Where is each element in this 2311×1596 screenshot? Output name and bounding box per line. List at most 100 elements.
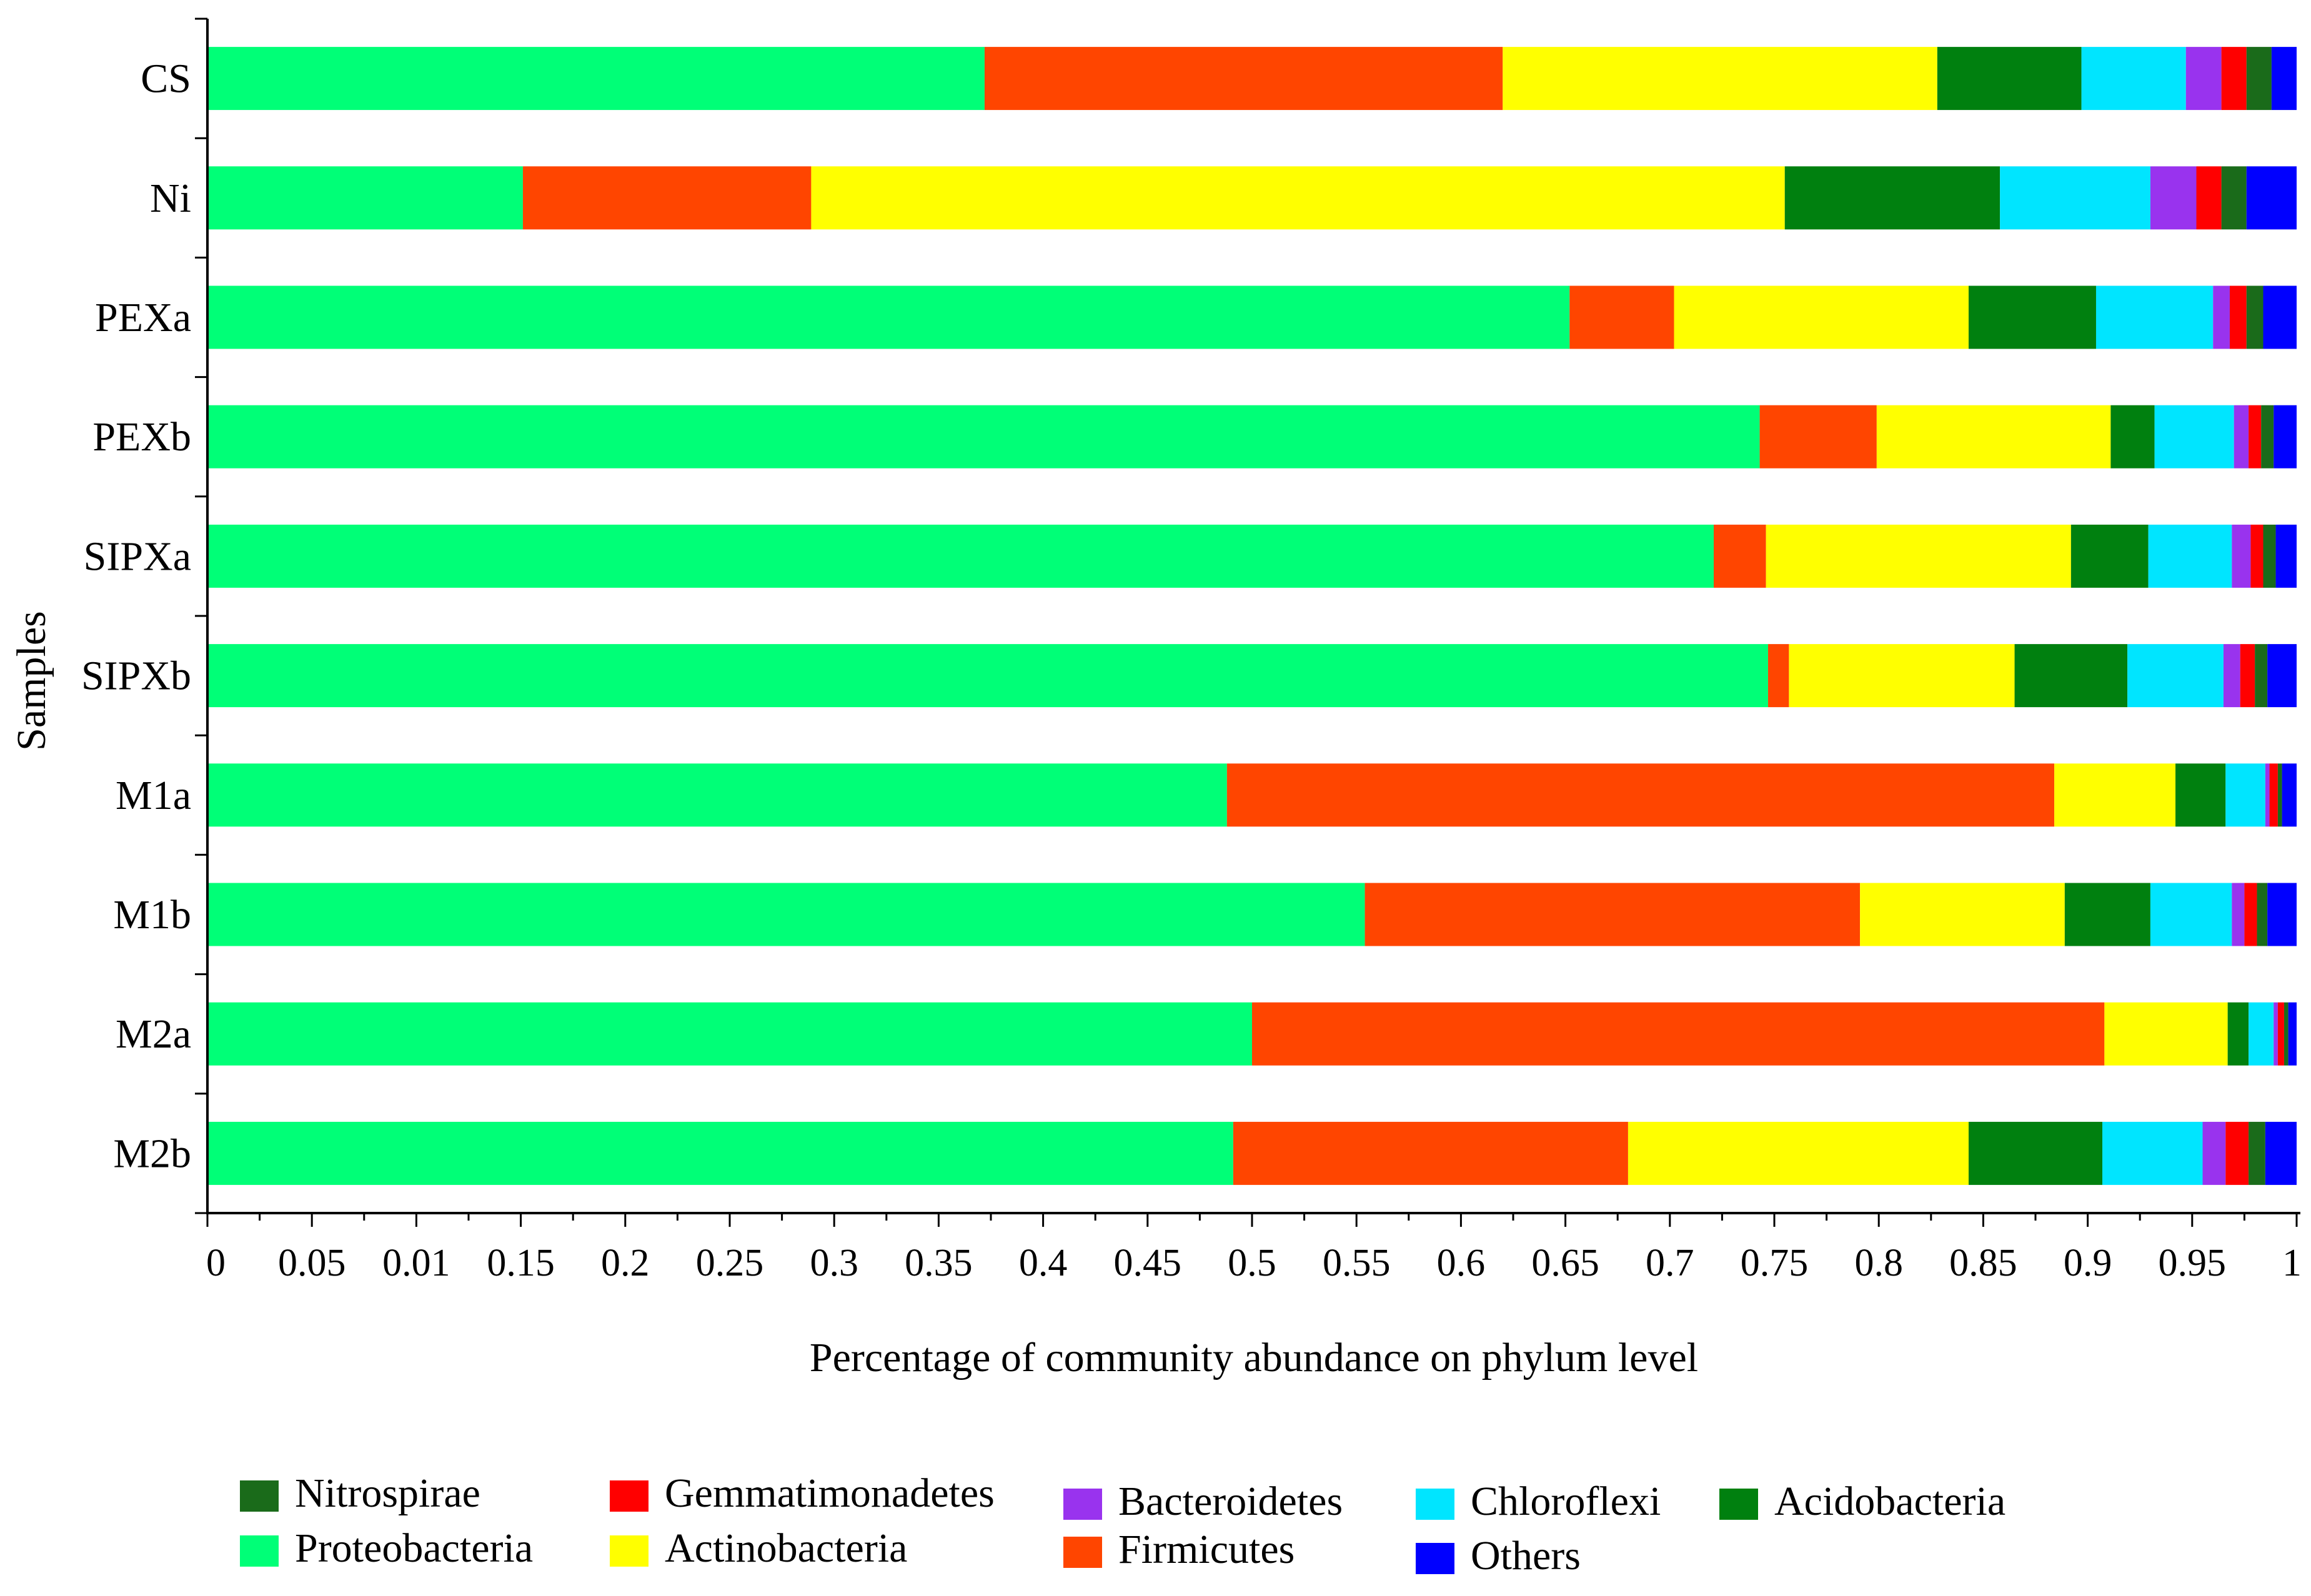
bar-pexb-bacteroidetes	[2234, 405, 2249, 468]
bar-ni-chloroflexi	[2000, 166, 2150, 230]
x-tick-label: 0.01	[382, 1242, 450, 1284]
bar-m1a-proteobacteria	[207, 763, 1227, 827]
legend-label: Actinobacteria	[665, 1525, 907, 1571]
bar-m2b-chloroflexi	[2102, 1121, 2203, 1185]
bar-pexa-acidobacteria	[2246, 285, 2264, 349]
legend-swatch	[240, 1480, 279, 1512]
bar-m1b-proteobacteria	[207, 883, 1365, 946]
bar-m2b-acidobacteria	[2249, 1121, 2265, 1185]
y-tick-label: PEXa	[95, 295, 191, 340]
y-tick-label: SIPXb	[81, 653, 191, 699]
bar-sipxa-acidobacteria	[2263, 524, 2276, 588]
x-tick-label: 0.3	[810, 1242, 858, 1284]
bar-m2a-others	[2288, 1002, 2297, 1066]
bar-m1b-actinobacteria	[1860, 883, 2065, 946]
bar-m2a-acidobacteria	[2284, 1002, 2289, 1066]
bar-m1a-gemmatimonadetes	[2269, 763, 2278, 827]
legend-item-proteobacteria: Proteobacteria	[240, 1525, 533, 1571]
bar-m1b-gemmatimonadetes	[2244, 883, 2257, 946]
bar-sipxa-firmicutes	[1714, 524, 1766, 588]
bar-pexb-firmicutes	[1759, 405, 1877, 468]
bar-cs-proteobacteria	[207, 47, 985, 111]
bar-m2b-others	[2265, 1121, 2297, 1185]
bar-m1a-bacteroidetes	[2265, 763, 2270, 827]
legend-label: Chloroflexi	[1471, 1479, 1661, 1524]
y-tick-label: PEXb	[92, 414, 191, 460]
legend-item-others: Others	[1416, 1533, 1581, 1579]
bar-m2a-bacteroidetes	[2274, 1002, 2278, 1066]
legend-swatch	[1416, 1543, 1454, 1574]
bar-m1b-firmicutes	[1364, 883, 1861, 946]
x-tick-label: 0.75	[1741, 1242, 1809, 1284]
legend-label: Bacteroidetes	[1118, 1479, 1343, 1524]
bar-m1a-others	[2282, 763, 2297, 827]
y-tick-label: CS	[141, 56, 191, 102]
bar-m1a-chloroflexi	[2225, 763, 2265, 827]
bar-pexa-gemmatimonadetes	[2229, 285, 2247, 349]
x-tick-label: 0.05	[278, 1242, 346, 1284]
y-tick-label: M2b	[113, 1131, 191, 1176]
bar-pexb-others	[2274, 405, 2297, 468]
legend-swatch	[1063, 1537, 1102, 1568]
bar-pexa-actinobacteria	[1674, 285, 1969, 349]
legend-label: Gemmatimonadetes	[665, 1470, 995, 1516]
x-tick-label: 0.65	[1531, 1242, 1599, 1284]
bar-m2b-bacteroidetes	[2202, 1121, 2226, 1185]
legend-item-acidobacteria: Acidobacteria	[1719, 1479, 2005, 1524]
legend: Nitrospirae Proteobacteria Gemmatimonadete…	[240, 1470, 2005, 1579]
bar-cs-actinobacteria	[1503, 47, 1937, 111]
x-tick-label: 0.15	[487, 1242, 555, 1284]
bar-cs-bacteroidetes	[2185, 47, 2222, 111]
bar-cs-chloroflexi	[2081, 47, 2186, 111]
bar-pexb-gemmatimonadetes	[2249, 405, 2262, 468]
bar-ni-nitrospirae	[1784, 166, 2000, 230]
bar-sipxb-bacteroidetes	[2223, 644, 2240, 708]
legend-swatch	[1416, 1489, 1454, 1520]
legend-swatch	[610, 1535, 649, 1567]
legend-label: Nitrospirae	[295, 1470, 480, 1516]
bar-pexb-actinobacteria	[1876, 405, 2111, 468]
legend-item-actinobacteria: Actinobacteria	[610, 1525, 907, 1571]
x-tick-label: 0.5	[1228, 1242, 1276, 1284]
x-tick-label: 0	[206, 1242, 226, 1284]
bar-m1b-chloroflexi	[2150, 883, 2232, 946]
legend-item-chloroflexi: Chloroflexi	[1416, 1479, 1661, 1524]
bar-m1b-others	[2267, 883, 2297, 946]
x-tick-label: 0.6	[1437, 1242, 1486, 1284]
bar-cs-nitrospirae	[1937, 47, 2082, 111]
x-tick-label: 0.25	[696, 1242, 764, 1284]
x-tick-label: 0.95	[2159, 1242, 2227, 1284]
legend-label: Others	[1471, 1533, 1581, 1579]
bar-sipxa-chloroflexi	[2148, 524, 2232, 588]
bar-m1a-acidobacteria	[2277, 763, 2282, 827]
x-tick-label: 0.35	[905, 1242, 973, 1284]
bar-sipxa-actinobacteria	[1766, 524, 2071, 588]
bar-ni-proteobacteria	[207, 166, 523, 230]
bar-pexa-proteobacteria	[207, 285, 1570, 349]
bar-sipxa-gemmatimonadetes	[2250, 524, 2264, 588]
bar-pexa-chloroflexi	[2095, 285, 2214, 349]
y-ticks-layer: CS Ni PEXa PEXb SIPXa SIPXb M1a M1b M2a M2b	[81, 17, 207, 1214]
x-tick-label: 0.45	[1114, 1242, 1182, 1284]
legend-swatch	[1063, 1489, 1102, 1520]
bar-pexa-others	[2263, 285, 2297, 349]
legend-item-nitrospirae: Nitrospirae	[240, 1470, 480, 1516]
legend-label: Firmicutes	[1118, 1527, 1295, 1572]
bar-sipxa-nitrospirae	[2070, 524, 2149, 588]
bar-m2a-nitrospirae	[2227, 1002, 2249, 1066]
bar-m2b-actinobacteria	[1628, 1121, 1969, 1185]
bar-ni-others	[2246, 166, 2297, 230]
bar-m2a-firmicutes	[1252, 1002, 2105, 1066]
x-tick-label: 0.55	[1323, 1242, 1391, 1284]
bar-sipxb-gemmatimonadetes	[2240, 644, 2255, 708]
legend-swatch	[1719, 1489, 1758, 1520]
y-tick-label: M1a	[116, 773, 191, 818]
bar-m2a-actinobacteria	[2104, 1002, 2228, 1066]
bar-pexb-nitrospirae	[2110, 405, 2155, 468]
x-ticks-layer: 0 0.05 0.01 0.15 0.2 0.25 0.3 0.35 0.4 0.45 0.5 0.5…	[206, 1213, 2302, 1284]
legend-item-firmicutes: Firmicutes	[1063, 1527, 1295, 1572]
bar-sipxa-bacteroidetes	[2232, 524, 2251, 588]
x-tick-label: 0.8	[1854, 1242, 1903, 1284]
